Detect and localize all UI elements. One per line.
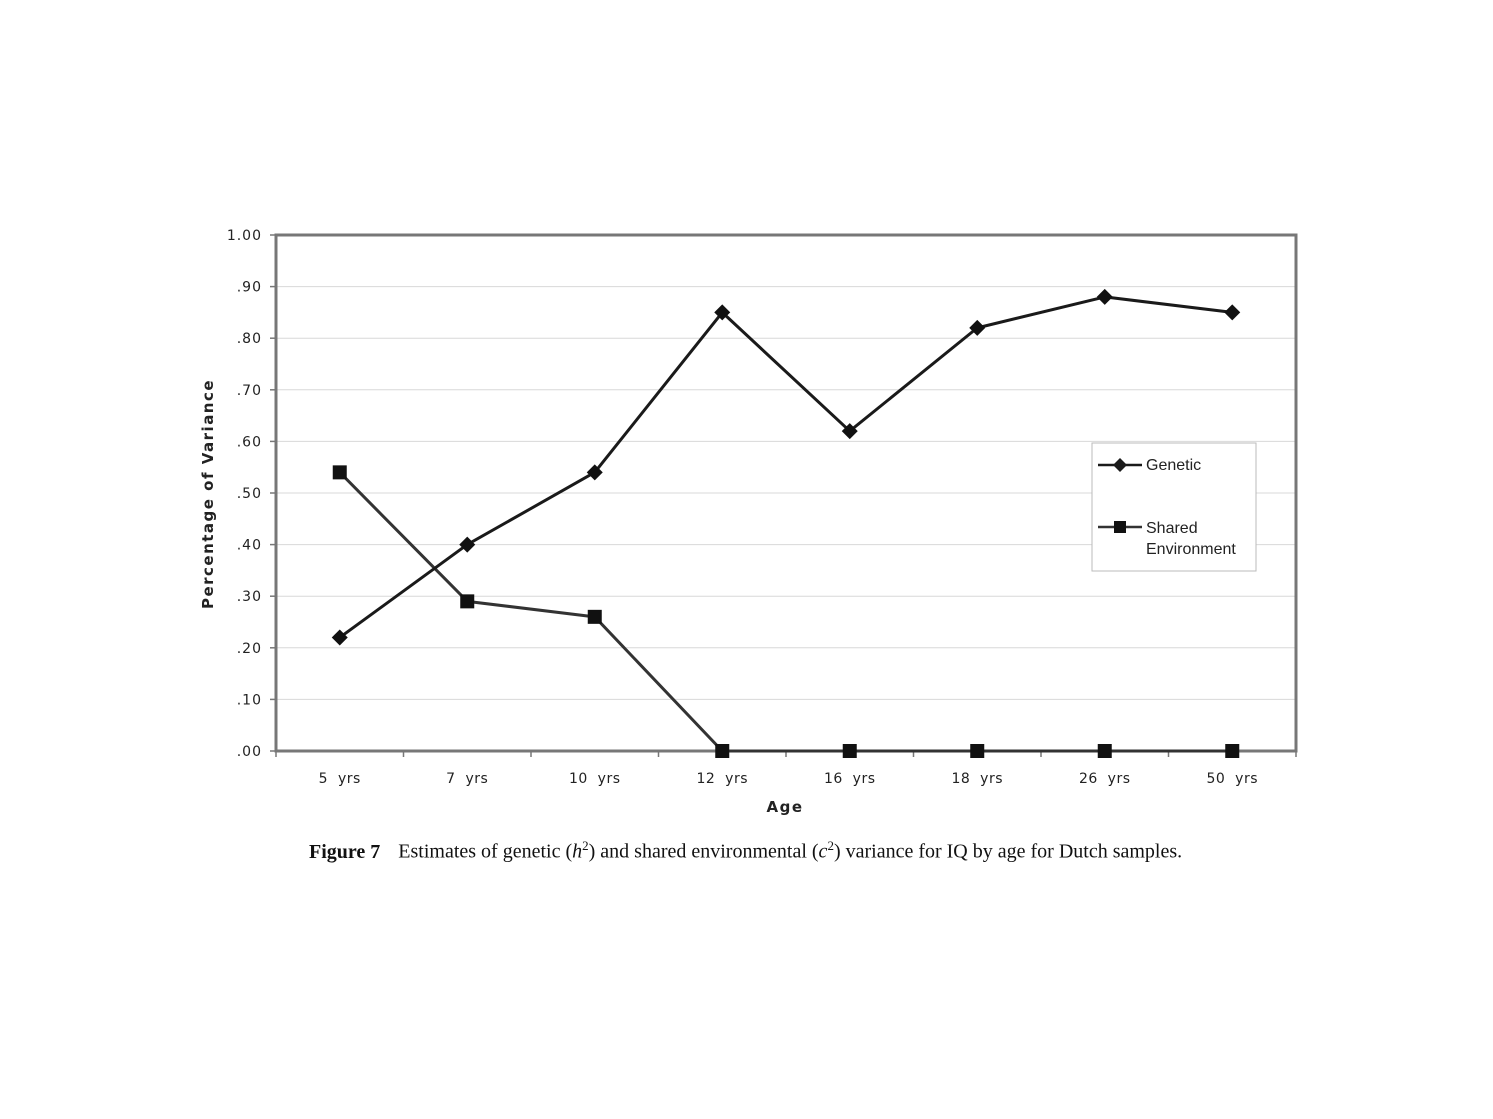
x-tick-label: 7 yrs [446, 771, 488, 787]
gridlines [276, 286, 1296, 700]
shared-environment-point [1097, 744, 1112, 758]
genetic-point [841, 423, 858, 440]
shared-environment-point [332, 465, 347, 480]
y-tick-label: .10 [237, 692, 262, 708]
genetic-point [1096, 288, 1113, 305]
legend-label-shared-environment: Shared Environment [1146, 520, 1236, 558]
x-axis-ticks: 5 yrs 7 yrs 10 yrs 12 yrs 16 yrs 18 yrs 26 yrs… [275, 751, 1297, 787]
y-tick-label: .70 [237, 383, 262, 399]
series-line-shared-environment [338, 471, 1233, 753]
genetic-point [331, 629, 348, 646]
y-tick-label: .40 [237, 538, 262, 554]
y-tick-label: .60 [237, 434, 262, 450]
caption-text-part-2: ) and shared environmental ( [588, 840, 819, 863]
y-tick-label: .90 [237, 280, 262, 296]
y-tick-label: 1.00 [227, 228, 262, 244]
x-tick-label: 18 yrs [951, 771, 1003, 787]
series-layer [331, 288, 1241, 758]
x-tick-label: 26 yrs [1079, 771, 1131, 787]
caption-h-symbol: h [572, 840, 583, 863]
shared-environment-point [587, 609, 602, 624]
caption-text-part-1: Estimates of genetic ( [398, 840, 573, 863]
shared-environment-point [842, 744, 857, 758]
legend: Genetic Shared Environment [1091, 442, 1257, 572]
figure-label: Figure 7 [309, 840, 381, 863]
genetic-point [969, 319, 986, 336]
y-tick-label: .30 [237, 589, 262, 605]
genetic-point [1224, 304, 1241, 321]
y-axis-ticks: 1.00 .90 .80 .70 .60 .50 .40 .30 .20 .10 .00 [227, 228, 276, 760]
x-tick-label: 16 yrs [824, 771, 876, 787]
y-tick-label: .20 [237, 641, 262, 657]
caption-c-symbol: c [818, 840, 828, 863]
x-tick-label: 5 yrs [319, 771, 361, 787]
y-tick-label: .00 [237, 744, 262, 760]
y-tick-label: .80 [237, 331, 262, 347]
series-line-genetic [338, 295, 1233, 639]
figure-caption: Figure 7 Estimates of genetic (h2) and sh… [309, 832, 1209, 866]
shared-environment-point [460, 594, 475, 609]
legend-diamond-marker-icon [1113, 458, 1127, 472]
x-tick-label: 50 yrs [1206, 771, 1258, 787]
shared-environment-point [970, 744, 985, 758]
genetic-point [459, 536, 476, 553]
shared-environment-point [1225, 744, 1240, 758]
x-tick-label: 12 yrs [696, 771, 748, 787]
genetic-point [714, 304, 731, 321]
shared-environment-point [715, 744, 730, 758]
genetic-point [586, 464, 603, 481]
y-axis-title: Percentage of Variance [199, 379, 217, 609]
y-tick-label: .50 [237, 486, 262, 502]
caption-c-superscript: 2 [827, 838, 834, 853]
x-axis-title: Age [766, 798, 803, 816]
legend-square-marker-icon [1114, 521, 1126, 533]
x-tick-label: 10 yrs [569, 771, 621, 787]
legend-label-genetic: Genetic [1146, 457, 1201, 474]
caption-text-part-3: ) variance for IQ by age for Dutch sampl… [833, 840, 1183, 863]
caption-h-superscript: 2 [582, 838, 589, 853]
